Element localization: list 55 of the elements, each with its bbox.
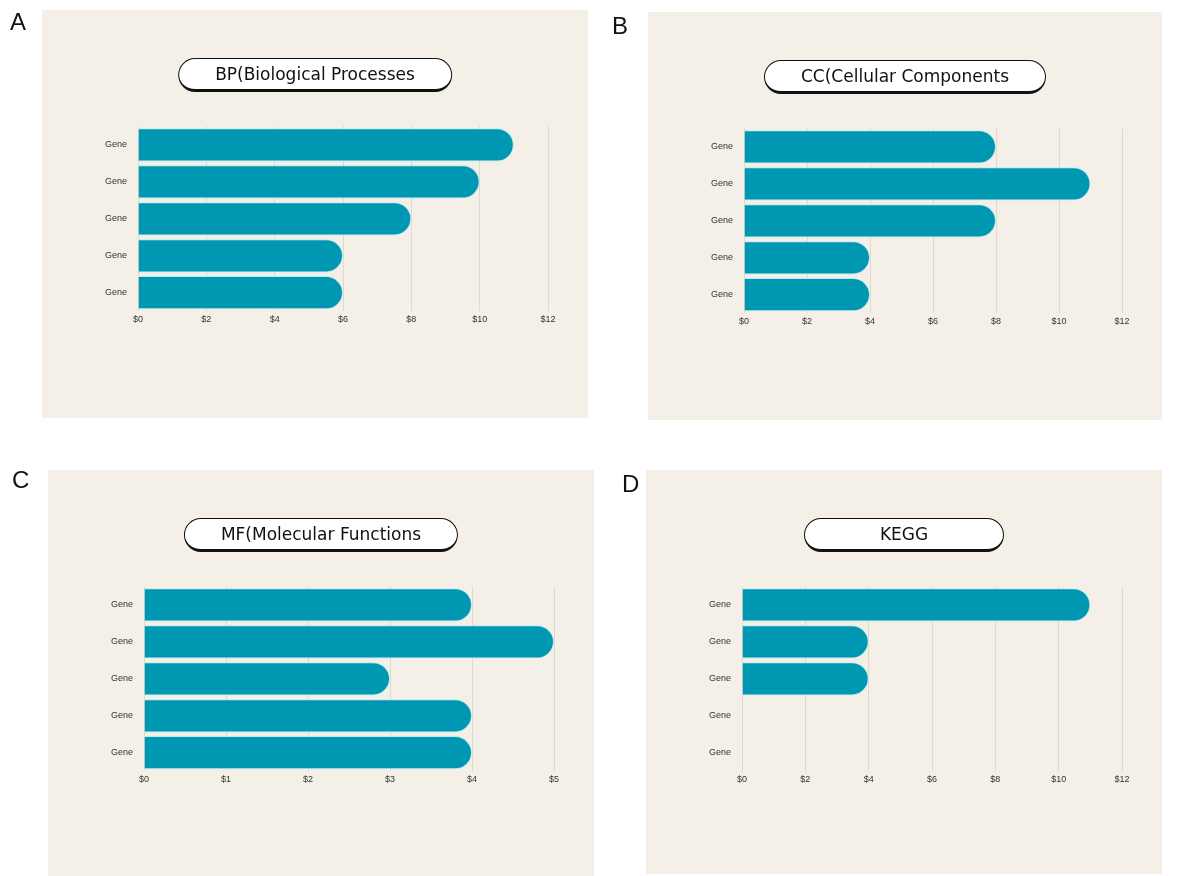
x-tick-label: $0: [139, 774, 150, 785]
x-tick-label: $10: [1051, 774, 1067, 785]
y-tick-label: Gene: [110, 747, 134, 758]
x-tick-label: $4: [865, 316, 876, 327]
text: D: [622, 470, 640, 498]
chart-title: KEGG: [804, 518, 1004, 552]
text: A: [10, 8, 27, 36]
y-tick-label: Gene: [710, 252, 734, 263]
y-tick-label: Gene: [708, 710, 732, 721]
chart-title: BP(Biological Processes: [178, 58, 452, 92]
x-tick-label: $0: [737, 774, 748, 785]
x-tick-label: $12: [1114, 774, 1130, 785]
text: B: [612, 12, 629, 40]
y-tick-label: Gene: [110, 636, 134, 647]
x-tick-label: $4: [269, 314, 280, 325]
x-tick-label: $2: [800, 774, 811, 785]
x-tick-label: $8: [990, 774, 1001, 785]
chart-title: CC(Cellular Components: [763, 60, 1047, 94]
x-tick-label: $10: [472, 314, 488, 325]
chart-title: MF(Molecular Functions: [183, 518, 459, 552]
x-tick-label: $0: [739, 316, 750, 327]
x-tick-label: $3: [385, 774, 396, 785]
x-tick-label: $6: [928, 316, 939, 327]
y-tick-label: Gene: [710, 215, 734, 226]
y-tick-label: Gene: [104, 176, 128, 187]
y-tick-label: Gene: [710, 178, 734, 189]
y-tick-label: Gene: [104, 139, 128, 150]
x-tick-label: $5: [548, 774, 560, 785]
y-tick-label: Gene: [104, 250, 128, 261]
x-tick-label: $6: [338, 314, 349, 325]
y-tick-label: Gene: [710, 141, 734, 152]
x-tick-label: $2: [303, 774, 314, 785]
x-tick-label: $0: [133, 314, 144, 325]
y-tick-label: Gene: [708, 747, 732, 758]
text: C: [12, 466, 30, 494]
x-tick-label: $10: [1051, 316, 1067, 327]
x-tick-label: $2: [802, 316, 813, 327]
y-tick-label: Gene: [110, 710, 134, 721]
y-tick-label: Gene: [710, 289, 734, 300]
y-tick-label: Gene: [708, 636, 732, 647]
y-tick-label: Gene: [104, 213, 128, 224]
x-tick-label: $8: [406, 314, 417, 325]
y-tick-label: Gene: [708, 673, 732, 684]
x-tick-label: $6: [927, 774, 938, 785]
y-tick-label: Gene: [708, 599, 732, 610]
x-tick-label: $12: [1114, 316, 1130, 327]
x-tick-label: $12: [540, 314, 556, 325]
y-tick-label: Gene: [110, 673, 134, 684]
y-tick-label: Gene: [110, 599, 134, 610]
x-tick-label: $8: [991, 316, 1002, 327]
y-tick-label: Gene: [104, 287, 128, 298]
x-tick-label: $1: [221, 774, 232, 785]
x-tick-label: $2: [201, 314, 212, 325]
x-tick-label: $4: [467, 774, 478, 785]
x-tick-label: $4: [863, 774, 874, 785]
